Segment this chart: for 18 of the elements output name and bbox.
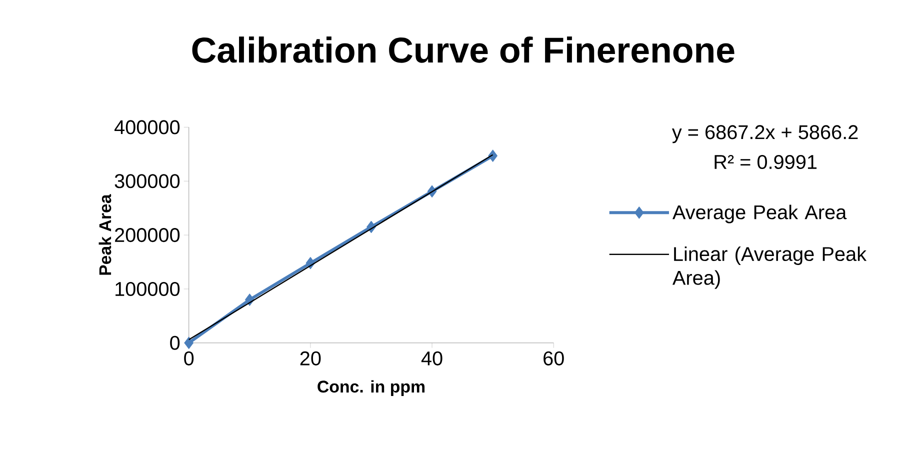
y-tick-label: 300000: [114, 174, 180, 188]
x-tick-label: 40: [421, 351, 442, 366]
point: [488, 150, 498, 162]
x-tick-label: 20: [300, 351, 321, 366]
legend-label: Average Peak Area: [672, 204, 847, 224]
y-tick-label: 200000: [115, 228, 180, 242]
y-tick-label: 100000: [116, 282, 180, 296]
legend-label: Linear (Average Peak Area): [672, 246, 867, 289]
y-axis-title: Peak Area: [98, 194, 112, 275]
y-tick-label: 0: [170, 336, 180, 350]
chart-title: Calibration Curve of Finerenone: [192, 36, 734, 63]
point: [184, 336, 194, 350]
text: y = 6867.2x + 5866.2: [672, 125, 858, 144]
x-tick-label: 60: [544, 351, 564, 366]
text: R² = 0.9991: [714, 154, 817, 169]
x-axis-title: Conc. in ppm: [318, 380, 424, 396]
y-tick-label: 400000: [114, 120, 180, 134]
x-tick-label: 0: [184, 351, 194, 366]
